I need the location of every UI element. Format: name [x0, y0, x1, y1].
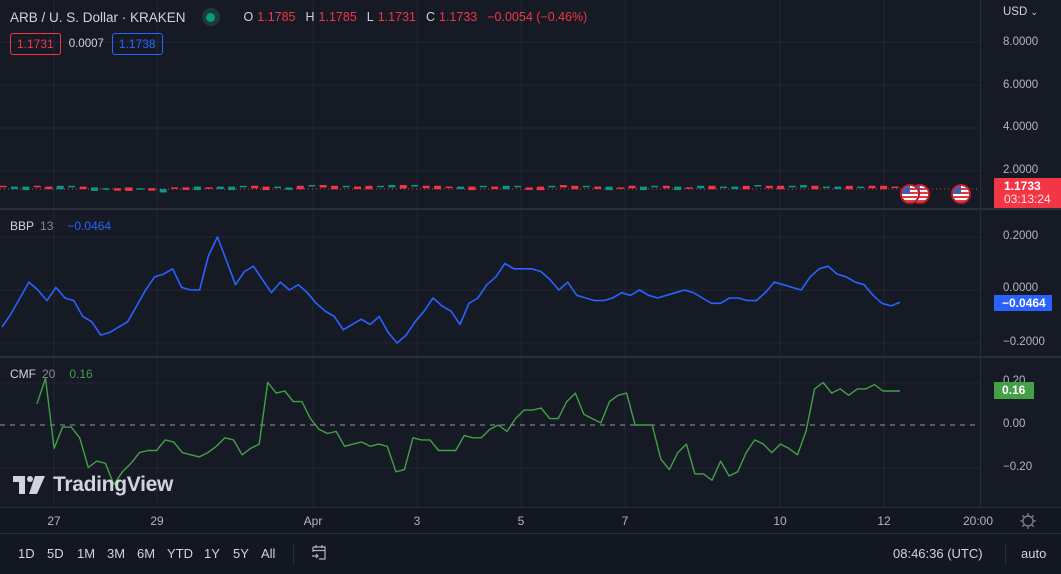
us-event-marker[interactable]	[951, 184, 971, 204]
currency-label: USD	[1003, 6, 1028, 18]
bbp-line	[1, 236, 901, 344]
cmf-param: 20	[42, 367, 56, 381]
range-1d-button[interactable]: 1D	[18, 546, 35, 561]
bbp-param: 13	[40, 219, 54, 233]
market-open-status-icon[interactable]	[201, 8, 220, 26]
price-tick: 2.0000	[1003, 164, 1039, 176]
time-tick: 5	[517, 514, 525, 528]
price-pane[interactable]: ARB / U. S. Dollar · KRAKEN O 1.1785 H 1.1…	[0, 0, 980, 208]
range-5d-button[interactable]: 5D	[47, 546, 64, 561]
cmf-name: CMF	[10, 367, 36, 381]
cmf-value: 0.16	[69, 367, 93, 381]
range-6m-button[interactable]: 6M	[137, 546, 156, 561]
bbp-chart	[0, 210, 980, 356]
cmf-value-tag: 0.16	[994, 382, 1034, 399]
bid-ask-row: 1.1731 0.0007 1.1738	[10, 33, 163, 55]
time-axis[interactable]: 27 29 Apr 3 5 7 10 12 20:00	[0, 507, 1061, 533]
pane-separator[interactable]	[0, 208, 1061, 210]
buy-price-button[interactable]: 1.1738	[111, 33, 163, 55]
bbp-tick: 0.2000	[1003, 230, 1039, 242]
bbp-tick: 0.0000	[1003, 282, 1039, 294]
bbp-legend[interactable]: BBP 13 −0.0464	[10, 219, 111, 233]
price-axis[interactable]: USD ⌄ 8.0000 6.0000 4.0000 2.0000 1.1733…	[980, 0, 1061, 208]
low-value: 1.1731	[377, 10, 416, 24]
range-1y-button[interactable]: 1Y	[204, 546, 220, 561]
last-price-value: 1.1733	[1004, 179, 1041, 193]
time-tick: Apr	[303, 514, 323, 528]
currency-selector[interactable]: USD ⌄	[1003, 6, 1038, 18]
cmf-tick: 0.00	[1003, 418, 1026, 430]
range-3m-button[interactable]: 3M	[107, 546, 126, 561]
bbp-name: BBP	[10, 219, 35, 233]
time-tick: 29	[150, 514, 164, 528]
open-label: O	[243, 10, 254, 24]
sell-price-button[interactable]: 1.1731	[10, 33, 61, 55]
time-tick: 20:00	[962, 514, 994, 528]
bbp-value: −0.0464	[67, 219, 112, 233]
symbol-legend: ARB / U. S. Dollar · KRAKEN O 1.1785 H 1.1…	[10, 8, 587, 26]
cmf-pane[interactable]: CMF 20 0.16	[0, 358, 980, 507]
time-tick: 12	[877, 514, 891, 528]
cmf-axis[interactable]: 0.20 0.00 −0.20 0.16	[980, 358, 1061, 507]
toolbar-divider	[293, 543, 294, 565]
bbp-value-tag: −0.0464	[994, 295, 1052, 311]
price-tick: 6.0000	[1003, 79, 1039, 91]
price-tick: 8.0000	[1003, 36, 1039, 48]
cmf-line	[36, 377, 900, 486]
tradingview-logo-text: TradingView	[53, 473, 174, 496]
us-flag-icon	[953, 186, 969, 202]
price-pane-grid	[0, 0, 980, 208]
time-tick: 27	[47, 514, 61, 528]
tradingview-logo[interactable]: TradingView	[13, 473, 173, 497]
high-label: H	[305, 10, 315, 24]
chevron-down-icon: ⌄	[1030, 7, 1039, 17]
bottom-toolbar: 1D 5D 1M 3M 6M YTD 1Y 5Y All 08:46:36 (U…	[0, 533, 1061, 574]
symbol-title[interactable]: ARB / U. S. Dollar · KRAKEN	[10, 9, 186, 25]
time-tick: 7	[621, 514, 629, 528]
time-tick: 3	[413, 514, 421, 528]
range-1m-button[interactable]: 1M	[77, 546, 96, 561]
bbp-tick: −0.2000	[1003, 336, 1045, 348]
toolbar-divider	[1005, 543, 1006, 565]
auto-scale-toggle[interactable]: auto	[1021, 546, 1047, 561]
timezone-clock[interactable]: 08:46:36 (UTC)	[893, 546, 983, 561]
range-5y-button[interactable]: 5Y	[233, 546, 249, 561]
low-label: L	[366, 10, 374, 24]
go-to-date-calendar-icon[interactable]	[310, 543, 328, 561]
bbp-pane[interactable]: BBP 13 −0.0464	[0, 210, 980, 356]
tradingview-logo-icon	[13, 476, 45, 494]
cmf-chart	[0, 358, 980, 507]
close-value: 1.1733	[439, 10, 478, 24]
candlesticks	[0, 185, 899, 193]
bar-countdown: 03:13:24	[1004, 192, 1051, 206]
us-event-marker[interactable]	[900, 184, 920, 204]
pane-separator[interactable]	[0, 356, 1061, 358]
range-ytd-button[interactable]: YTD	[167, 546, 193, 561]
last-price-tag: 1.1733 03:13:24	[994, 178, 1061, 208]
spread-value: 0.0007	[68, 38, 104, 50]
cmf-tick: −0.20	[1003, 461, 1033, 473]
price-tick: 4.0000	[1003, 121, 1039, 133]
range-all-button[interactable]: All	[261, 546, 276, 561]
high-value: 1.1785	[318, 10, 357, 24]
chart-settings-gear-icon[interactable]	[1019, 512, 1037, 530]
us-flag-icon	[902, 186, 918, 202]
cmf-legend[interactable]: CMF 20 0.16	[10, 367, 93, 381]
bbp-axis[interactable]: 0.2000 0.0000 −0.2000 −0.0464	[980, 210, 1061, 356]
time-tick: 10	[773, 514, 787, 528]
close-label: C	[425, 10, 435, 24]
change-value: −0.0054 (−0.46%)	[487, 10, 588, 24]
open-value: 1.1785	[257, 10, 296, 24]
